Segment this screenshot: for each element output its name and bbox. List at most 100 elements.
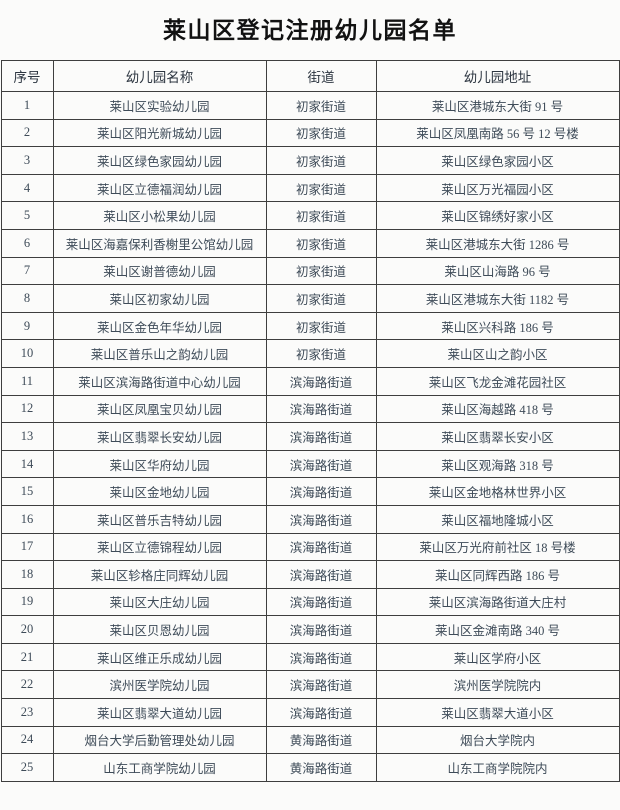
cell-address: 莱山区飞龙金滩花园社区 [375,366,620,396]
cell-street: 初家街道 [265,173,377,203]
table-row: 23 莱山区翡翠大道幼儿园 滨海路街道 莱山区翡翠大道小区 [0,698,620,727]
table-row: 22 滨州医学院幼儿园 滨海路街道 滨州医学院院内 [0,670,620,700]
column-header-0: 序号 [0,60,54,92]
cell-index: 16 [0,504,54,534]
cell-street: 黄海路街道 [265,725,377,755]
cell-index: 17 [0,532,54,562]
table-head: 序号 幼儿园名称 街道 幼儿园地址 [0,60,620,92]
cell-index: 22 [0,670,54,700]
cell-index: 5 [0,201,54,230]
cell-index: 3 [0,146,54,175]
cell-name: 莱山区翡翠长安幼儿园 [52,422,267,451]
cell-address: 莱山区万光福园小区 [375,173,620,203]
cell-address: 莱山区金滩南路 340 号 [375,615,620,644]
cell-address: 莱山区港城东大街 1286 号 [375,228,620,258]
cell-index: 21 [0,642,54,672]
cell-street: 滨海路街道 [265,394,377,424]
cell-name: 莱山区轸格庄同辉幼儿园 [52,560,267,589]
cell-address: 莱山区万光府前社区 18 号楼 [375,532,620,562]
cell-address: 莱山区滨海路街道大庄村 [375,587,620,617]
cell-street: 滨海路街道 [265,642,377,672]
cell-address: 莱山区兴科路 186 号 [375,311,620,341]
table-row: 12 莱山区凤凰宝贝幼儿园 滨海路街道 莱山区海越路 418 号 [0,394,620,424]
cell-index: 9 [0,311,54,341]
page-title: 莱山区登记注册幼儿园名单 [163,18,457,43]
table-body: 1 莱山区实验幼儿园 初家街道 莱山区港城东大街 91 号 2 莱山区阳光新城幼儿园 初家街… [0,91,620,782]
cell-index: 8 [0,284,54,313]
cell-street: 初家街道 [265,146,377,175]
cell-street: 初家街道 [265,228,377,258]
table-row: 5 莱山区小松果幼儿园 初家街道 莱山区锦绣好家小区 [0,201,620,230]
table-row: 13 莱山区翡翠长安幼儿园 滨海路街道 莱山区翡翠长安小区 [0,422,620,451]
table-row: 20 莱山区贝恩幼儿园 滨海路街道 莱山区金滩南路 340 号 [0,615,620,644]
table-row: 17 莱山区立德锦程幼儿园 滨海路街道 莱山区万光府前社区 18 号楼 [0,532,620,562]
cell-street: 初家街道 [265,201,377,230]
cell-name: 莱山区海嘉保利香榭里公馆幼儿园 [52,228,267,258]
cell-index: 23 [0,698,54,727]
cell-name: 烟台大学后勤管理处幼儿园 [52,725,267,755]
cell-name: 莱山区凤凰宝贝幼儿园 [52,394,267,424]
cell-name: 莱山区金色年华幼儿园 [52,311,267,341]
cell-street: 滨海路街道 [265,366,377,396]
cell-address: 莱山区翡翠长安小区 [375,422,620,451]
cell-street: 初家街道 [265,91,377,120]
cell-name: 滨州医学院幼儿园 [52,670,267,700]
cell-name: 莱山区绿色家园幼儿园 [52,146,267,175]
kindergarten-table: 序号 幼儿园名称 街道 幼儿园地址 1 莱山区实验幼儿园 初家街道 莱山区港城东大街 91 … [0,60,620,782]
cell-address: 烟台大学院内 [375,725,620,755]
cell-index: 20 [0,615,54,644]
cell-name: 莱山区实验幼儿园 [52,91,267,120]
cell-address: 莱山区绿色家园小区 [375,146,620,175]
cell-index: 13 [0,422,54,451]
table-row: 10 莱山区普乐山之韵幼儿园 初家街道 莱山区山之韵小区 [0,339,620,368]
cell-street: 初家街道 [265,256,377,286]
cell-address: 莱山区海越路 418 号 [375,394,620,424]
cell-street: 黄海路街道 [265,753,377,782]
cell-index: 18 [0,560,54,589]
column-header-3: 幼儿园地址 [375,60,620,92]
cell-index: 6 [0,228,54,258]
cell-address: 莱山区观海路 318 号 [375,449,620,479]
cell-address: 莱山区港城东大街 91 号 [375,91,620,120]
cell-name: 莱山区华府幼儿园 [52,449,267,479]
cell-address: 莱山区翡翠大道小区 [375,698,620,727]
cell-street: 滨海路街道 [265,670,377,700]
cell-index: 10 [0,339,54,368]
cell-index: 12 [0,394,54,424]
table-row: 9 莱山区金色年华幼儿园 初家街道 莱山区兴科路 186 号 [0,311,620,341]
table-row: 7 莱山区谢普德幼儿园 初家街道 莱山区山海路 96 号 [0,256,620,286]
table-row: 14 莱山区华府幼儿园 滨海路街道 莱山区观海路 318 号 [0,449,620,479]
cell-name: 莱山区贝恩幼儿园 [52,615,267,644]
cell-name: 莱山区谢普德幼儿园 [52,256,267,286]
cell-name: 莱山区滨海路街道中心幼儿园 [52,366,267,396]
cell-street: 滨海路街道 [265,532,377,562]
cell-street: 滨海路街道 [265,587,377,617]
table-row: 15 莱山区金地幼儿园 滨海路街道 莱山区金地格林世界小区 [0,477,620,506]
cell-street: 初家街道 [265,284,377,313]
cell-street: 滨海路街道 [265,422,377,451]
cell-address: 莱山区港城东大街 1182 号 [375,284,620,313]
cell-address: 莱山区金地格林世界小区 [375,477,620,506]
cell-index: 2 [0,118,54,148]
cell-address: 滨州医学院院内 [375,670,620,700]
cell-name: 莱山区金地幼儿园 [52,477,267,506]
cell-street: 滨海路街道 [265,449,377,479]
cell-name: 山东工商学院幼儿园 [52,753,267,782]
table-row: 11 莱山区滨海路街道中心幼儿园 滨海路街道 莱山区飞龙金滩花园社区 [0,366,620,396]
cell-index: 24 [0,725,54,755]
cell-street: 滨海路街道 [265,504,377,534]
cell-street: 初家街道 [265,339,377,368]
cell-index: 15 [0,477,54,506]
cell-address: 莱山区学府小区 [375,642,620,672]
cell-name: 莱山区大庄幼儿园 [52,587,267,617]
cell-index: 14 [0,449,54,479]
cell-address: 莱山区山海路 96 号 [375,256,620,286]
cell-street: 滨海路街道 [265,477,377,506]
table-row: 19 莱山区大庄幼儿园 滨海路街道 莱山区滨海路街道大庄村 [0,587,620,617]
table-row: 3 莱山区绿色家园幼儿园 初家街道 莱山区绿色家园小区 [0,146,620,175]
cell-street: 初家街道 [265,311,377,341]
table-row: 18 莱山区轸格庄同辉幼儿园 滨海路街道 莱山区同辉西路 186 号 [0,560,620,589]
cell-address: 山东工商学院院内 [375,753,620,782]
cell-name: 莱山区普乐山之韵幼儿园 [52,339,267,368]
